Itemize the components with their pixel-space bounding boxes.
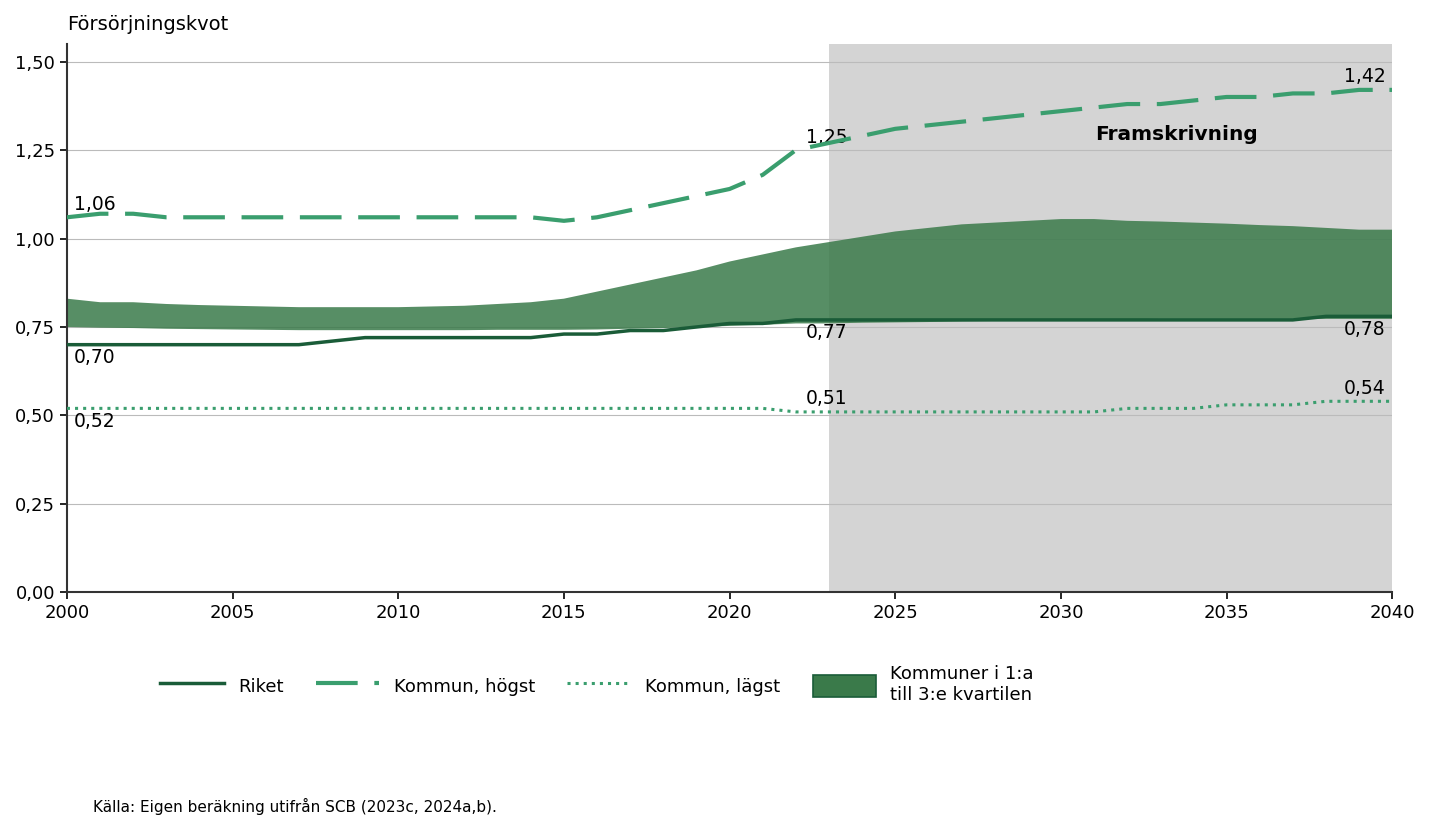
- Text: 0,77: 0,77: [805, 324, 848, 342]
- Text: 1,25: 1,25: [805, 128, 848, 147]
- Text: 0,78: 0,78: [1344, 320, 1386, 339]
- Text: 0,54: 0,54: [1344, 378, 1386, 398]
- Text: 1,42: 1,42: [1344, 67, 1386, 86]
- Text: Försörjningskvot: Försörjningskvot: [67, 15, 229, 34]
- Text: 0,52: 0,52: [73, 412, 116, 431]
- Text: 0,51: 0,51: [805, 389, 848, 409]
- Bar: [829, 44, 1409, 592]
- Text: Framskrivning: Framskrivning: [1095, 124, 1258, 143]
- Text: 0,70: 0,70: [73, 348, 116, 367]
- Text: Källa: Eigen beräkning utifrån SCB (2023c, 2024a,b).: Källa: Eigen beräkning utifrån SCB (2023…: [93, 798, 496, 815]
- Legend: Riket, Kommun, högst, Kommun, lägst, Kommuner i 1:a
till 3:e kvartilen: Riket, Kommun, högst, Kommun, lägst, Kom…: [160, 665, 1034, 704]
- Text: 1,06: 1,06: [73, 195, 116, 214]
